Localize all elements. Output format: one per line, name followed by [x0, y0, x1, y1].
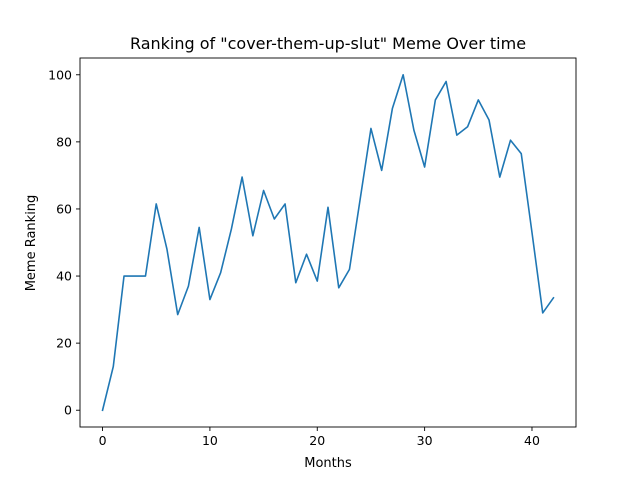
- x-axis-label: Months: [304, 456, 352, 471]
- x-tick-label: 20: [309, 433, 325, 448]
- axes-frame: [79, 57, 577, 428]
- chart-title: Ranking of "cover-them-up-slut" Meme Ove…: [130, 34, 526, 53]
- y-tick-label: 80: [56, 134, 72, 149]
- x-tick-label: 0: [99, 433, 107, 448]
- x-tick-label: 10: [202, 433, 218, 448]
- y-tick-label: 20: [56, 336, 72, 351]
- plot-area: 0 10 20 30 40 0 20 40 60 80 100: [48, 57, 577, 448]
- y-tick-label: 0: [64, 403, 72, 418]
- y-tick-label: 40: [56, 269, 72, 284]
- x-tick-label: 40: [524, 433, 540, 448]
- y-tick-label: 100: [48, 67, 72, 82]
- y-axis-label: Meme Ranking: [24, 195, 39, 292]
- y-tick-label: 60: [56, 201, 72, 216]
- x-tick-label: 30: [417, 433, 433, 448]
- series-line-0: [101, 73, 555, 412]
